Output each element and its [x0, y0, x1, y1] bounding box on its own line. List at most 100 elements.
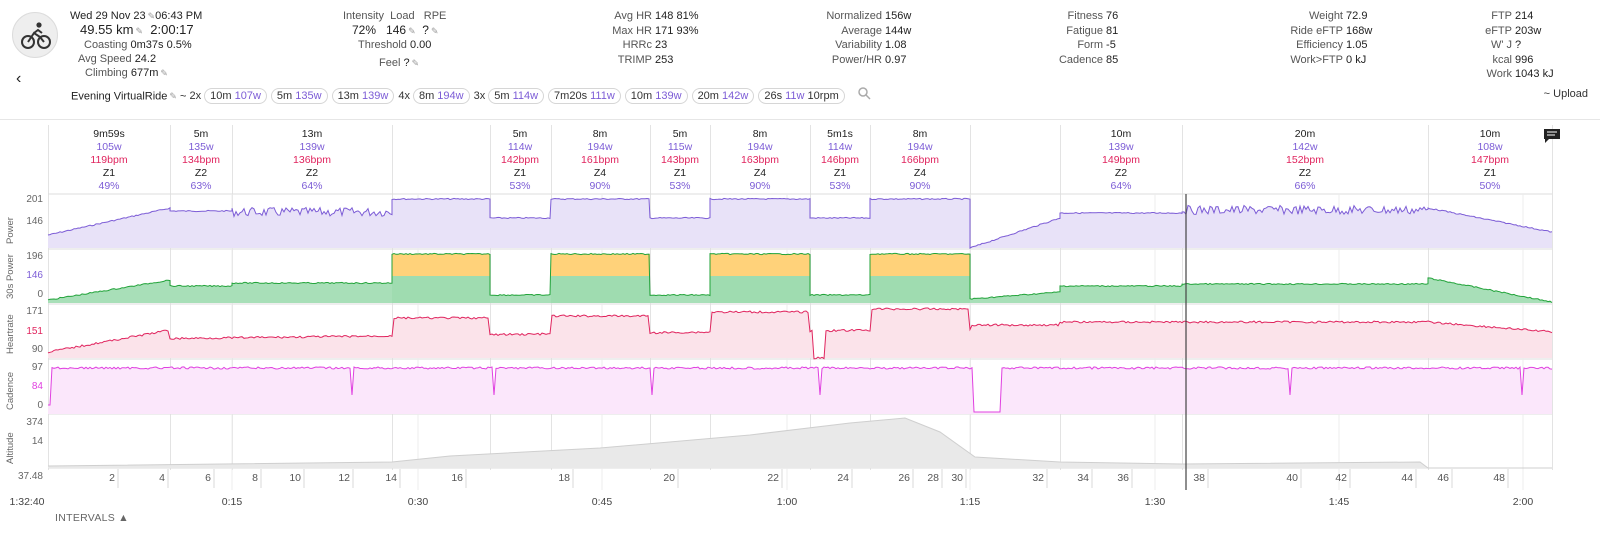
interval-chip[interactable]: 10m 139w: [624, 88, 688, 105]
lap-marker[interactable]: 2: [109, 472, 115, 484]
interval-bpm: 147bpm: [1471, 154, 1509, 166]
hr-stat-value: 148: [652, 10, 674, 22]
power30-zone-mid: [710, 276, 810, 303]
hr-stat-value: 253: [652, 53, 674, 66]
activity-name[interactable]: Evening VirtualRide: [71, 90, 168, 103]
search-icon[interactable]: [858, 87, 871, 106]
power30-zone-mid: [392, 276, 490, 303]
lap-marker[interactable]: 6: [205, 472, 211, 484]
interval-summary[interactable]: 5m 114w 142bpm Z1 53%: [480, 128, 560, 193]
lap-marker[interactable]: 16: [451, 472, 463, 484]
x-axis-tick: 0:45: [591, 496, 613, 508]
lap-marker[interactable]: 34: [1077, 472, 1089, 484]
power-stat-row: Variability 1.08: [772, 38, 992, 52]
ftp-stat-row: FTP 214: [1402, 9, 1600, 23]
weight-stat-row: Efficiency 1.05: [1233, 38, 1453, 52]
interval-summary[interactable]: 5m1s 114w 146bpm Z1 53%: [800, 128, 880, 193]
intervals-toggle[interactable]: INTERVALS ▲: [55, 512, 129, 524]
interval-summary[interactable]: 8m 194w 166bpm Z4 90%: [880, 128, 960, 193]
lap-marker[interactable]: 38: [1193, 472, 1205, 484]
fitness-stat-value: -5: [1103, 39, 1116, 51]
interval-bpm: 166bpm: [901, 154, 939, 166]
interval-summary[interactable]: 20m 142w 152bpm Z2 66%: [1265, 128, 1345, 193]
back-arrow-icon[interactable]: ‹: [16, 70, 22, 87]
power-y-tick: 201: [26, 194, 43, 205]
interval-dur: 5m1s: [827, 128, 853, 140]
upload-link[interactable]: ~ Upload: [1543, 88, 1588, 100]
lap-marker[interactable]: 22: [767, 472, 779, 484]
interval-w: 194w: [747, 141, 773, 153]
hr-line: [47, 307, 1553, 360]
ftp-stat-row: eFTP 203w: [1402, 24, 1600, 38]
interval-pct: 53%: [509, 180, 531, 192]
lap-marker[interactable]: 44: [1401, 472, 1413, 484]
altitude-y-tick: 37.48: [17, 471, 43, 482]
interval-zone: Z4: [593, 167, 607, 179]
x-axis-tick: 0:15: [221, 496, 243, 508]
power30-y-tick: 0: [37, 289, 43, 300]
activity-date[interactable]: Wed 29 Nov 23 ✎06:43 PM: [70, 10, 203, 22]
lap-marker[interactable]: 14: [385, 472, 397, 484]
lap-marker[interactable]: 46: [1437, 472, 1449, 484]
lap-marker[interactable]: 36: [1117, 472, 1129, 484]
lap-marker[interactable]: 8: [252, 472, 258, 484]
interval-w: 194w: [907, 141, 933, 153]
interval-chip[interactable]: 5m 114w: [488, 88, 545, 105]
interval-summary[interactable]: 8m 194w 161bpm Z4 90%: [560, 128, 640, 193]
power30-zone-high: [551, 254, 650, 276]
interval-summary[interactable]: 10m 139w 149bpm Z2 64%: [1081, 128, 1161, 193]
interval-chip[interactable]: 10m 107w: [204, 88, 267, 105]
lap-marker[interactable]: 32: [1032, 472, 1044, 484]
interval-chip[interactable]: 26s 11w 10rpm: [758, 88, 845, 105]
weight-stat-label: Ride eFTP: [1290, 24, 1343, 37]
interval-chip[interactable]: 5m 135w: [270, 88, 328, 105]
interval-bpm: 163bpm: [741, 154, 779, 166]
hr-stat-row: Avg HR 148 81%: [542, 9, 762, 23]
lap-marker[interactable]: 40: [1286, 472, 1298, 484]
chip-watts: 139w: [655, 90, 682, 103]
lap-marker[interactable]: 18: [558, 472, 570, 484]
load-values[interactable]: 72% 146 ✎ ? ✎: [352, 23, 439, 37]
lap-marker[interactable]: 26: [898, 472, 910, 484]
interval-summary[interactable]: 13m 139w 136bpm Z2 64%: [272, 128, 352, 193]
climbing-stat[interactable]: Climbing 677m ✎: [85, 67, 168, 79]
segment-divider: [48, 125, 49, 470]
lap-marker[interactable]: 28: [927, 472, 939, 484]
interval-summary[interactable]: 5m 135w 134bpm Z2 63%: [161, 128, 241, 193]
interval-chip[interactable]: 7m20s 111w: [548, 88, 621, 105]
lap-marker[interactable]: 42: [1335, 472, 1347, 484]
hr-y-tick: 90: [31, 344, 43, 355]
x-axis-tick: 1:30: [1144, 496, 1166, 508]
interval-chip[interactable]: 8m 194w: [412, 88, 470, 105]
interval-summary[interactable]: 8m 194w 163bpm Z4 90%: [720, 128, 800, 193]
comment-icon[interactable]: [1543, 128, 1561, 144]
chip-duration: 7m20s: [554, 90, 591, 103]
coasting-stat: Coasting 0m37s 0.5%: [84, 39, 192, 51]
interval-bpm: 146bpm: [821, 154, 859, 166]
lap-marker[interactable]: 24: [837, 472, 849, 484]
feel-stat[interactable]: Feel ? ✎: [379, 57, 420, 69]
interval-summary[interactable]: 10m 108w 147bpm Z1 50%: [1450, 128, 1530, 193]
hr-stat-label: Max HR: [612, 24, 652, 37]
lap-marker[interactable]: 10: [289, 472, 301, 484]
power-stat-value: 0.97: [882, 53, 907, 66]
ftp-stat-value: 996: [1512, 53, 1534, 66]
power30-y-tick: 146: [26, 270, 43, 281]
chip-watts: 139w: [362, 90, 389, 103]
lap-marker[interactable]: 20: [663, 472, 675, 484]
lap-marker[interactable]: 30: [951, 472, 963, 484]
interval-summary[interactable]: 5m 115w 143bpm Z1 53%: [640, 128, 720, 193]
interval-w: 135w: [188, 141, 214, 153]
interval-chip[interactable]: 13m 139w: [331, 88, 395, 105]
distance-duration[interactable]: 49.55 km ✎ 2:00:17: [80, 22, 194, 37]
lap-marker[interactable]: 12: [338, 472, 350, 484]
lap-marker[interactable]: 4: [159, 472, 165, 484]
power-stat-label: Normalized: [826, 10, 882, 22]
interval-summary[interactable]: 9m59s 105w 119bpm Z1 49%: [69, 128, 149, 193]
chip-watts: 142w: [722, 90, 749, 103]
segment-divider: [1552, 125, 1553, 470]
interval-chip[interactable]: 20m 142w: [691, 88, 755, 105]
lap-marker[interactable]: 48: [1493, 472, 1505, 484]
interval-w: 139w: [1108, 141, 1134, 153]
